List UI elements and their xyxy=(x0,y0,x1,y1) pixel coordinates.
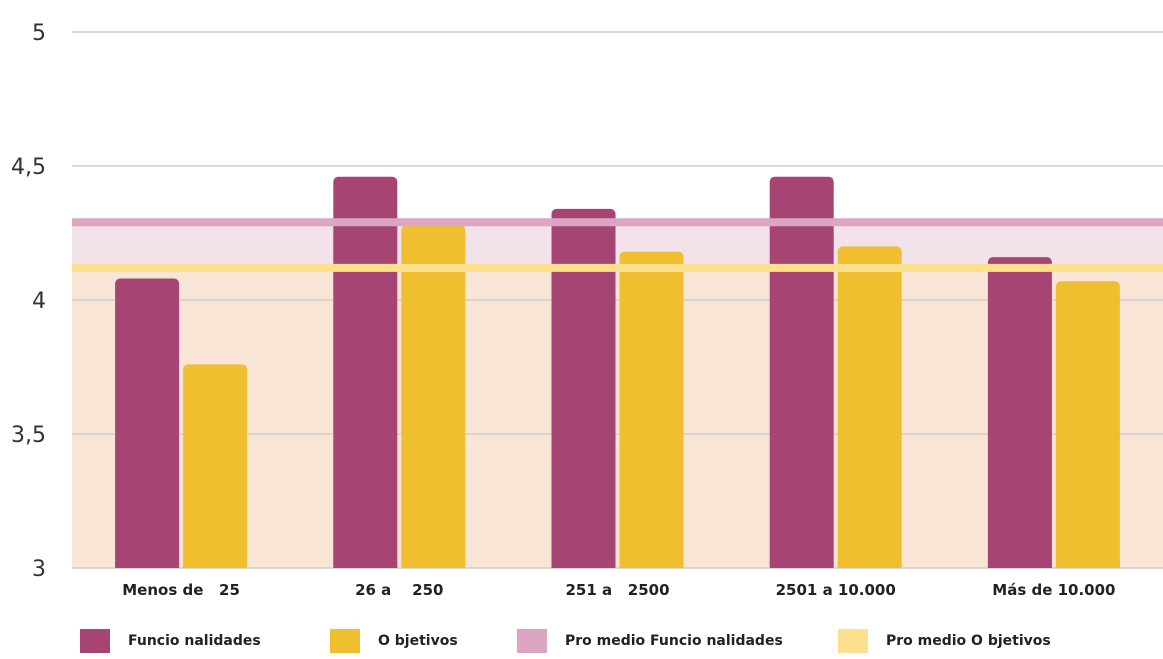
bar-funcionalidades xyxy=(769,176,834,568)
legend-swatch-objetivos xyxy=(330,629,360,653)
bar-objetivos xyxy=(619,251,684,568)
legend-item-promedio-funcionalidades[interactable]: Pro medio Funcio nalidades xyxy=(517,628,783,654)
bar-objetivos-base xyxy=(1055,562,1120,568)
legend-label: O bjetivos xyxy=(378,633,458,649)
x-axis-ticks: Menos de 25 26 a 250 251 a 2500 2501 a 10.0… xyxy=(122,581,1115,599)
legend-label: Pro medio O bjetivos xyxy=(886,633,1051,649)
legend-label: Pro medio Funcio nalidades xyxy=(565,633,783,649)
gridlines xyxy=(72,31,1163,569)
bar-funcionalidades xyxy=(115,278,180,568)
legend-item-objetivos[interactable]: O bjetivos xyxy=(330,628,458,654)
y-tick-label: 4,5 xyxy=(11,155,46,180)
reference-lines xyxy=(72,218,1163,272)
bar-objetivos xyxy=(183,364,248,568)
legend-swatch-promedio-objetivos xyxy=(838,629,868,653)
x-tick-label: Más de 10.000 xyxy=(992,581,1115,599)
y-tick-label: 5 xyxy=(32,21,46,46)
legend-label: Funcio nalidades xyxy=(128,633,261,649)
legend-item-funcionalidades[interactable]: Funcio nalidades xyxy=(80,628,261,654)
bar-funcionalidades-base xyxy=(551,562,616,568)
bar-funcionalidades-base xyxy=(987,562,1052,568)
bar-funcionalidades-base xyxy=(769,562,834,568)
legend-swatch-promedio-funcionalidades xyxy=(517,629,547,653)
bar-objetivos xyxy=(1055,281,1120,568)
legend: Funcio nalidades O bjetivos Pro medio Fu… xyxy=(0,628,1163,654)
x-tick-label: 26 a 250 xyxy=(355,581,443,599)
legend-swatch-funcionalidades xyxy=(80,629,110,653)
bar-objetivos-base xyxy=(401,562,466,568)
y-tick-label: 3 xyxy=(32,557,46,582)
bar-funcionalidades xyxy=(333,176,398,568)
y-tick-label: 3,5 xyxy=(11,423,46,448)
x-tick-label: 2501 a 10.000 xyxy=(776,581,896,599)
x-tick-label: Menos de 25 xyxy=(122,581,240,599)
legend-item-promedio-objetivos[interactable]: Pro medio O bjetivos xyxy=(838,628,1051,654)
bar-objetivos-base xyxy=(837,562,902,568)
bar-objetivos-base xyxy=(183,562,248,568)
bar-funcionalidades-base xyxy=(333,562,398,568)
band-below-promedio-funcionalidades xyxy=(72,222,1163,268)
average-bands xyxy=(72,222,1163,568)
x-tick-label: 251 a 2500 xyxy=(565,581,669,599)
bar-funcionalidades xyxy=(551,208,616,568)
bar-objetivos xyxy=(401,224,466,568)
bar-funcionalidades xyxy=(987,257,1052,568)
bar-chart: 3 3,5 4 4,5 5 Menos de 25 26 a 250 251 a 2500 2… xyxy=(11,21,1163,599)
bar-objetivos xyxy=(837,246,902,568)
bar-funcionalidades-base xyxy=(115,562,180,568)
y-axis-ticks: 3 3,5 4 4,5 5 xyxy=(11,21,46,582)
bar-objetivos-base xyxy=(619,562,684,568)
y-tick-label: 4 xyxy=(32,289,46,314)
band-below-promedio-objetivos xyxy=(72,267,1163,568)
bars xyxy=(115,176,1120,568)
